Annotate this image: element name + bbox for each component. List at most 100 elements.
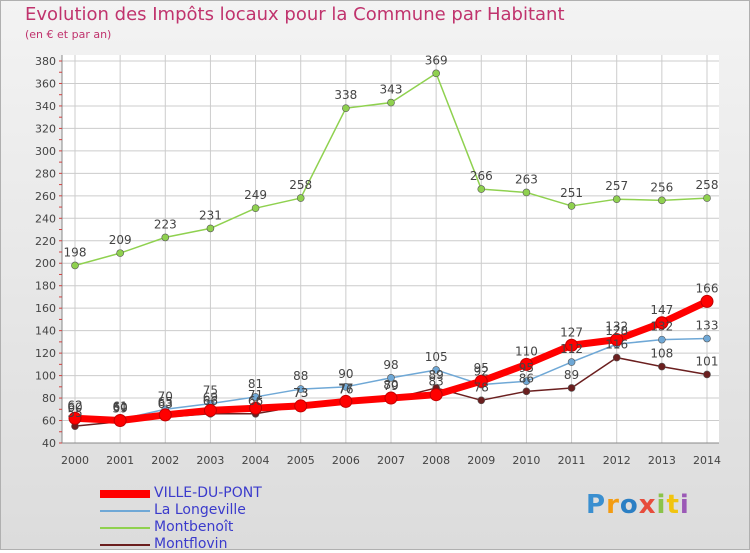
data-label-montbenoit: 251: [560, 186, 583, 200]
data-label-la-longeville: 70: [158, 389, 173, 403]
data-label-montbenoit: 209: [109, 233, 132, 247]
data-label-montflovin: 101: [696, 354, 719, 368]
data-label-ville-du-pont: 110: [515, 344, 538, 358]
data-label-montflovin: 86: [519, 371, 534, 385]
x-tick-label: 2006: [332, 454, 360, 467]
x-tick-label: 2011: [558, 454, 586, 467]
data-point-ville-du-pont: [113, 414, 127, 428]
y-tick-label: 40: [42, 437, 56, 450]
data-label-montbenoit: 258: [696, 178, 719, 192]
data-point-montbenoit: [161, 233, 170, 242]
data-label-montbenoit: 249: [244, 188, 267, 202]
data-label-ville-du-pont: 62: [67, 398, 82, 412]
data-point-la-longeville: [522, 377, 531, 386]
x-tick-label: 2014: [693, 454, 721, 467]
legend-label: La Longeville: [154, 502, 246, 518]
data-label-montbenoit: 258: [289, 178, 312, 192]
x-tick-label: 2007: [377, 454, 405, 467]
x-tick-label: 2000: [61, 454, 89, 467]
data-label-la-longeville: 90: [338, 367, 353, 381]
y-tick-label: 280: [35, 167, 56, 180]
data-point-ville-du-pont: [429, 388, 443, 402]
data-label-montflovin: 73: [293, 386, 308, 400]
data-point-ville-du-pont: [474, 374, 488, 388]
data-point-la-longeville: [703, 334, 711, 343]
data-point-montflovin: [567, 384, 576, 392]
data-label-ville-du-pont: 147: [650, 303, 673, 317]
data-label-montbenoit: 263: [515, 172, 538, 186]
data-point-montbenoit: [71, 261, 79, 270]
data-point-montbenoit: [387, 98, 395, 107]
data-point-ville-du-pont: [339, 394, 353, 408]
data-label-ville-du-pont: 73: [293, 386, 308, 400]
data-label-la-longeville: 128: [605, 324, 628, 338]
data-label-ville-du-pont: 132: [605, 320, 628, 334]
data-label-la-longeville: 61: [113, 399, 128, 413]
data-label-montflovin: 79: [383, 379, 398, 393]
y-tick-label: 340: [35, 100, 56, 113]
data-label-montbenoit: 223: [154, 217, 177, 231]
data-label-montflovin: 89: [564, 368, 579, 382]
data-label-montflovin: 59: [113, 402, 128, 416]
x-tick-label: 2013: [648, 454, 676, 467]
data-label-ville-du-pont: 65: [158, 395, 173, 409]
data-point-montbenoit: [206, 224, 215, 233]
data-point-la-longeville: [432, 366, 440, 374]
data-point-montbenoit: [703, 194, 711, 202]
chart-title: Evolution des Impôts locaux pour la Comm…: [25, 4, 565, 25]
y-tick-label: 200: [35, 257, 56, 270]
legend-label: VILLE-DU-PONT: [154, 485, 262, 501]
data-point-montflovin: [522, 387, 531, 396]
data-label-montbenoit: 257: [605, 179, 628, 193]
data-point-ville-du-pont: [610, 333, 624, 347]
data-label-montflovin: 66: [248, 394, 263, 408]
data-label-montflovin: 108: [650, 347, 673, 361]
data-point-ville-du-pont: [655, 316, 669, 330]
data-point-la-longeville: [296, 385, 305, 393]
data-label-montflovin: 55: [67, 406, 82, 420]
x-tick-label: 2008: [422, 454, 450, 467]
legend-label: Montflovin: [154, 536, 228, 552]
data-label-la-longeville: 75: [203, 384, 218, 398]
data-point-la-longeville: [387, 374, 395, 382]
y-tick-label: 120: [35, 347, 56, 360]
data-label-la-longeville: 95: [519, 361, 534, 375]
data-point-ville-du-pont: [249, 401, 263, 415]
data-point-montflovin: [612, 353, 621, 362]
data-label-montflovin: 76: [338, 383, 353, 397]
data-label-ville-du-pont: 83: [429, 375, 444, 389]
x-tick-label: 2012: [603, 454, 631, 467]
data-label-montflovin: 78: [474, 380, 489, 394]
data-label-la-longeville: 98: [383, 358, 398, 372]
y-tick-label: 80: [42, 392, 56, 405]
data-label-ville-du-pont: 60: [113, 401, 128, 415]
legend-swatch: [100, 527, 150, 529]
y-tick-label: 380: [35, 55, 56, 68]
data-label-la-longeville: 133: [696, 319, 719, 333]
y-tick-label: 220: [35, 235, 56, 248]
data-label-la-longeville: 92: [474, 365, 489, 379]
data-label-ville-du-pont: 71: [248, 388, 263, 402]
data-label-la-longeville: 88: [293, 369, 308, 383]
y-tick-label: 260: [35, 190, 56, 203]
x-tick-label: 2009: [467, 454, 495, 467]
y-tick-label: 360: [35, 77, 56, 90]
legend-swatch: [100, 490, 150, 498]
legend-label: Montbenoît: [154, 519, 234, 535]
y-tick-label: 140: [35, 325, 56, 338]
data-point-la-longeville: [567, 358, 576, 366]
data-point-ville-du-pont: [519, 357, 533, 371]
data-point-montbenoit: [116, 249, 124, 257]
data-label-montflovin: 89: [429, 368, 444, 382]
legend-swatch: [100, 544, 150, 546]
data-label-ville-du-pont: 166: [696, 281, 719, 295]
data-label-ville-du-pont: 127: [560, 325, 583, 339]
data-label-montbenoit: 369: [425, 53, 448, 67]
data-point-la-longeville: [658, 335, 666, 344]
data-point-montbenoit: [432, 69, 440, 78]
data-label-ville-du-pont: 80: [383, 378, 398, 392]
data-point-montbenoit: [477, 185, 486, 193]
data-label-montbenoit: 338: [334, 88, 357, 102]
data-point-la-longeville: [251, 393, 260, 401]
data-point-montflovin: [703, 370, 711, 379]
